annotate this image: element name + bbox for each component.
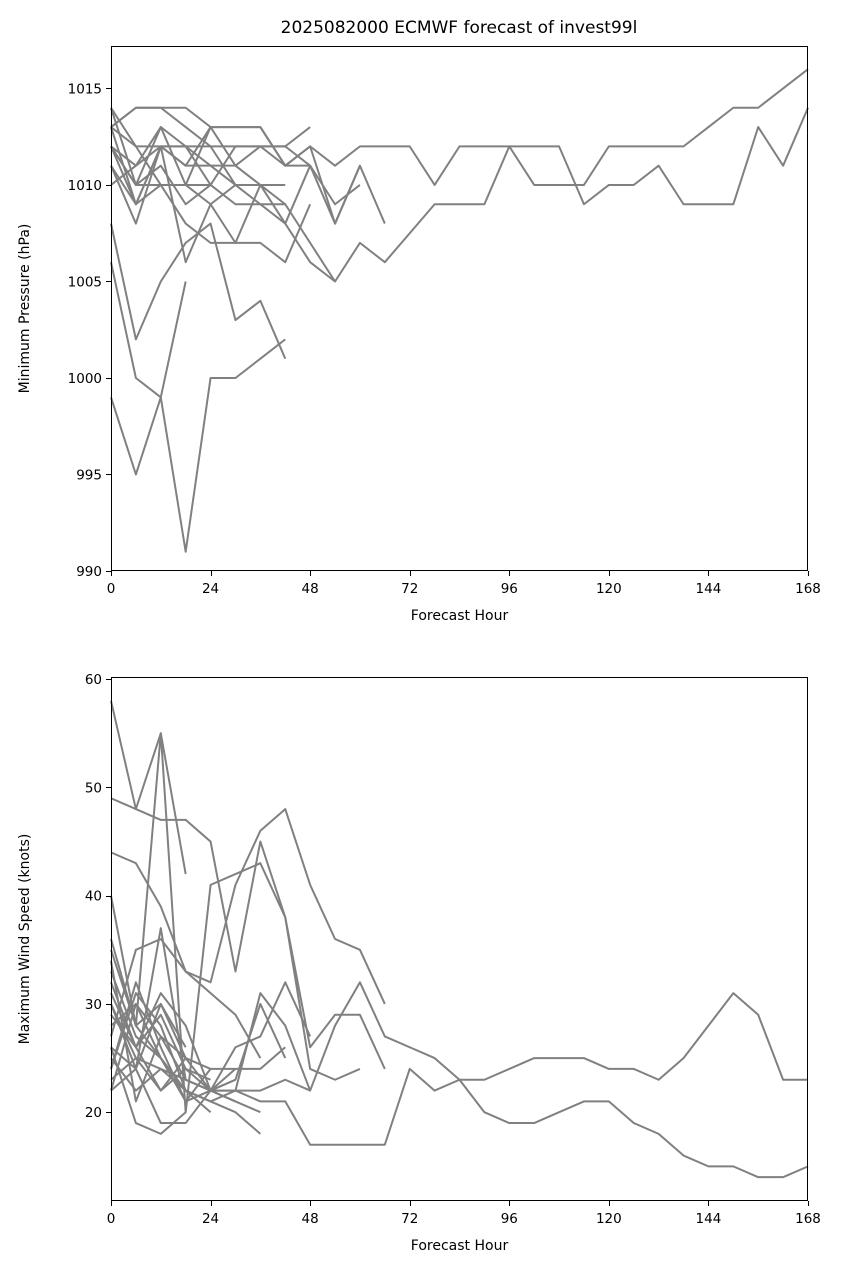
wind-x-tick-label: 144 — [696, 1211, 722, 1227]
pressure-series-line-9 — [110, 145, 286, 206]
wind-x-tick-label: 168 — [795, 1211, 821, 1227]
pressure-series-line-15 — [110, 261, 286, 553]
wind-x-axis-label: Forecast Hour — [411, 1238, 509, 1254]
wind-series-line-3 — [110, 808, 386, 1005]
wind-y-tick-label: 20 — [85, 1105, 102, 1121]
wind-axes-frame — [111, 677, 808, 1201]
wind-y-tick-label: 50 — [85, 780, 102, 796]
wind-y-tick-label: 60 — [85, 672, 102, 688]
wind-chart-panel: 0 24 48 72 96 120 144 168 20 30 40 50 60 Forecast Hou… — [17, 672, 821, 1254]
pressure-x-tick-label: 72 — [401, 581, 418, 597]
wind-y-tick-label: 40 — [85, 889, 102, 905]
wind-series-line-2 — [110, 797, 386, 1070]
wind-series-line-1 — [110, 700, 187, 875]
wind-x-tick-label: 72 — [401, 1211, 418, 1227]
wind-series-line-5 — [110, 1003, 809, 1179]
wind-x-tick-label: 120 — [596, 1211, 622, 1227]
pressure-x-tick-label: 168 — [795, 581, 821, 597]
pressure-x-tick-label: 144 — [696, 581, 722, 597]
wind-series-line-14 — [110, 992, 236, 1103]
wind-series-line-18 — [110, 1002, 212, 1103]
pressure-series-lines — [110, 68, 809, 553]
pressure-y-axis-label: Minimum Pressure (hPa) — [17, 224, 33, 394]
wind-series-line-22 — [110, 960, 187, 1103]
pressure-series-line-1 — [110, 106, 809, 206]
pressure-axes-frame — [111, 46, 808, 571]
wind-series-line-11 — [110, 938, 262, 1059]
wind-x-tick-label: 48 — [302, 1211, 319, 1227]
pressure-x-axis-label: Forecast Hour — [411, 608, 509, 624]
wind-x-tick-label: 0 — [107, 1211, 116, 1227]
wind-y-axis-label: Maximum Wind Speed (knots) — [17, 834, 33, 1045]
pressure-series-line-6 — [110, 145, 361, 206]
pressure-y-tick-label: 990 — [76, 564, 102, 580]
wind-series-lines — [110, 700, 809, 1179]
wind-series-line-9 — [110, 981, 287, 1092]
wind-series-line-19 — [110, 1057, 211, 1092]
pressure-y-tick-label: 1010 — [68, 178, 102, 194]
pressure-y-tick-label: 995 — [76, 467, 102, 483]
pressure-x-tick-label: 120 — [596, 581, 622, 597]
wind-series-line-6 — [110, 732, 361, 1114]
pressure-x-tick-label: 24 — [202, 581, 219, 597]
pressure-series-line-12 — [110, 145, 262, 244]
pressure-series-line-5 — [110, 106, 311, 167]
wind-series-line-10 — [110, 1014, 286, 1092]
pressure-series-line-13 — [110, 145, 212, 186]
wind-series-line-20 — [110, 1046, 187, 1135]
pressure-y-tick-label: 1005 — [68, 274, 102, 290]
pressure-y-tick-label: 1015 — [68, 81, 102, 97]
pressure-chart-panel: 0 24 48 72 96 120 144 168 990 995 1000 1005 1010 1015… — [17, 46, 821, 624]
pressure-x-tick-label: 48 — [302, 581, 319, 597]
pressure-series-line-16 — [110, 281, 187, 476]
pressure-x-tick-label: 96 — [501, 581, 518, 597]
wind-y-tick-label: 30 — [85, 997, 102, 1013]
wind-series-line-23 — [110, 1002, 187, 1092]
wind-x-tick-label: 96 — [501, 1211, 518, 1227]
pressure-series-line-14 — [110, 222, 287, 360]
pressure-x-tick-label: 0 — [107, 581, 116, 597]
wind-x-tick-label: 24 — [202, 1211, 219, 1227]
pressure-y-tick-label: 1000 — [68, 371, 102, 387]
figure-title: 2025082000 ECMWF forecast of invest99l — [281, 18, 638, 38]
pressure-series-line-2 — [110, 68, 809, 283]
